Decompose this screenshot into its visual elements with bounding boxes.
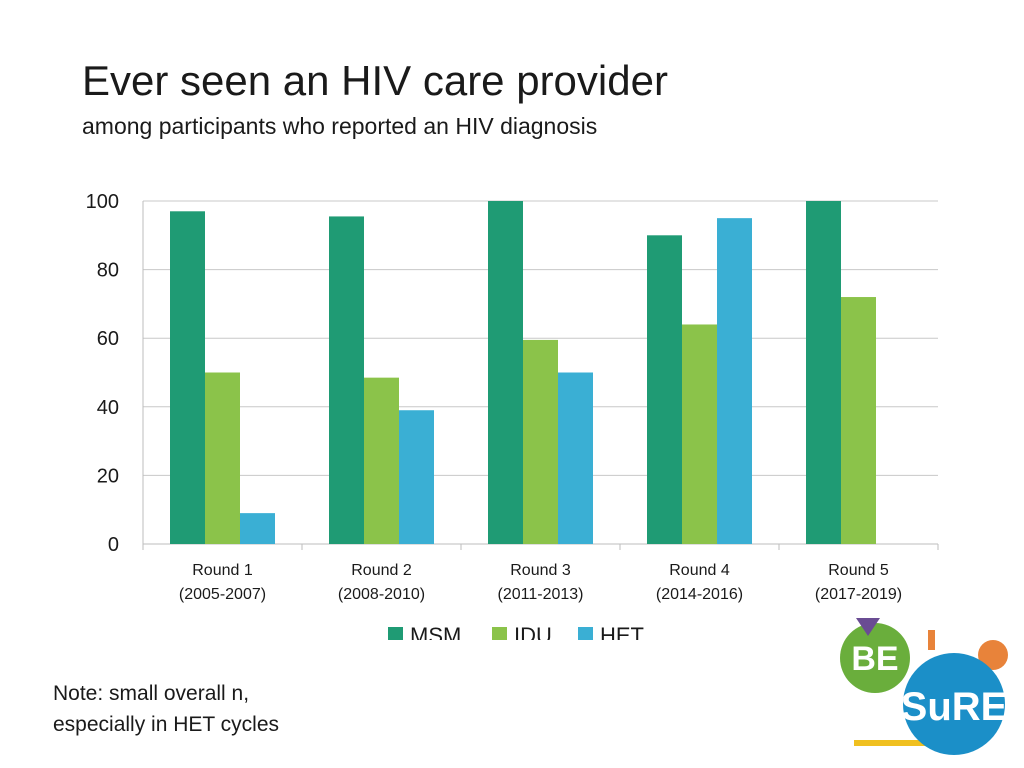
x-tick-label: Round 2 [351, 562, 412, 579]
x-tick-label: Round 4 [669, 562, 730, 579]
legend-label-msm: MSM [410, 623, 461, 640]
logo-orange-bar [928, 630, 935, 650]
legend-swatch-het [578, 627, 593, 640]
logo-word-be: BE [851, 640, 898, 678]
logo-yellow-bar [854, 740, 964, 746]
x-tick-label: (2014-2016) [656, 586, 743, 603]
logo-blue-circle [903, 653, 1005, 755]
bar-msm-round-4 [647, 235, 682, 545]
legend-label-idu: IDU [514, 623, 552, 640]
logo-green-circle [840, 623, 910, 693]
y-tick-label: 60 [97, 328, 119, 350]
bar-het-round-4 [717, 218, 752, 544]
bar-idu-round-4 [682, 324, 717, 544]
x-tick-label: Round 3 [510, 562, 571, 579]
y-tick-label: 80 [97, 260, 119, 282]
besure-logo: BE SuRE [840, 618, 1008, 755]
footnote-line-1: Note: small overall n, [53, 682, 250, 705]
logo-orange-circle [978, 640, 1008, 670]
logo-word-sure: SuRE [901, 685, 1008, 729]
logo-purple-triangle [856, 618, 880, 636]
x-tick-label: Round 1 [192, 562, 253, 579]
y-tick-label: 100 [86, 191, 119, 213]
footnote: Note: small overall n, especially in HET… [53, 678, 279, 740]
bar-chart: 0 20 40 60 80 100 Round 1 (2005-2007) Round 2 (20… [86, 191, 939, 640]
bar-het-round-3 [558, 372, 593, 544]
bar-msm-round-2 [329, 216, 364, 544]
y-tick-label: 20 [97, 465, 119, 487]
bar-het-round-2 [399, 410, 434, 544]
slide-subtitle: among participants who reported an HIV d… [82, 113, 598, 139]
bar-idu-round-3 [523, 339, 558, 544]
bar-idu-round-1 [205, 372, 240, 544]
x-tick-label: (2011-2013) [498, 586, 584, 603]
legend-swatch-idu [492, 627, 507, 640]
y-tick-label: 40 [97, 397, 119, 419]
slide-title: Ever seen an HIV care provider [82, 57, 668, 104]
x-tick-label: (2008-2010) [338, 586, 425, 603]
legend-label-het: HET [600, 623, 644, 640]
footnote-line-2: especially in HET cycles [53, 713, 280, 736]
bar-msm-round-1 [170, 211, 205, 545]
x-tick-label: Round 5 [828, 562, 889, 579]
y-tick-label: 0 [108, 534, 119, 556]
x-tick-label: (2005-2007) [179, 586, 266, 603]
bar-msm-round-5 [806, 201, 841, 544]
bar-idu-round-2 [364, 377, 399, 544]
x-tick-label: (2017-2019) [815, 586, 902, 603]
bar-idu-round-5 [841, 297, 876, 544]
bar-msm-round-3 [488, 201, 523, 544]
bar-het-round-1 [240, 513, 275, 544]
legend-swatch-msm [388, 627, 403, 640]
